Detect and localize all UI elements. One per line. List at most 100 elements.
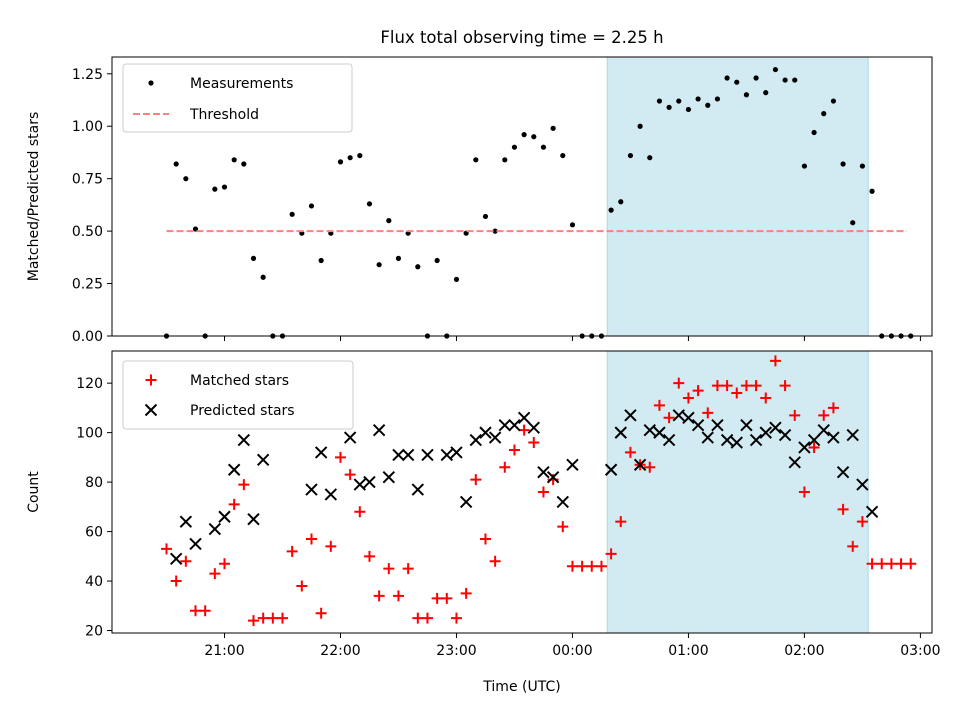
measurements-point (521, 132, 527, 138)
matched-stars-point (431, 592, 443, 604)
predicted-stars-point (827, 431, 840, 444)
predicted-stars-point (546, 470, 560, 484)
measurements-point (560, 152, 566, 159)
measurements-point (318, 257, 324, 264)
measurements-point (724, 75, 730, 81)
measurements-point (569, 222, 576, 228)
predicted-stars-point (469, 433, 483, 447)
measurements-point (415, 264, 421, 270)
bottom-y-ticks: 20 40 60 80 100 120 (76, 376, 112, 640)
matched-stars-point (798, 486, 810, 498)
matched-stars-point (305, 533, 317, 545)
measurements-point (540, 144, 547, 150)
measurements-point (434, 257, 440, 264)
y-tick-label: 0.75 (72, 172, 103, 188)
matched-stars-point (566, 560, 578, 572)
measurements-point (647, 155, 653, 161)
predicted-stars-point (411, 483, 425, 496)
matched-stars-point (750, 380, 762, 392)
matched-stars-point (402, 563, 414, 575)
predicted-stars-point (324, 488, 338, 501)
predicted-stars-point (614, 426, 627, 439)
measurements-point (511, 144, 518, 150)
bottom-legend: Matched stars Predicted stars (122, 360, 354, 430)
measurements-point (183, 176, 189, 182)
x-tick-label: 01:00 (668, 643, 708, 659)
measurements-point (830, 98, 837, 104)
measurements-point (386, 218, 392, 224)
top-y-ticks: 0.00 0.25 0.50 0.75 1.00 1.25 (72, 67, 112, 345)
legend-marker-plus (145, 374, 157, 386)
matched-stars-point (499, 461, 511, 473)
matched-stars-point (412, 612, 424, 624)
measurements-point (656, 98, 663, 104)
measurements-point (347, 155, 353, 161)
x-tick-label: 23:00 (436, 643, 476, 659)
matched-stars-point (354, 506, 366, 518)
predicted-stars-point (643, 423, 656, 437)
matched-stars-point (460, 587, 472, 599)
predicted-stars-point (798, 441, 811, 454)
predicted-stars-point (604, 463, 618, 476)
x-tick-label: 03:00 (900, 643, 940, 659)
measurements-point (685, 106, 692, 113)
y-tick-label: 60 (85, 525, 103, 541)
matched-stars-point (421, 612, 433, 624)
measurements-point (550, 125, 556, 131)
legend-label-matched-stars: Matched stars (190, 373, 289, 389)
legend-symbol-measurements (148, 80, 154, 86)
measurements-point (801, 163, 808, 169)
predicted-stars-point (363, 475, 376, 489)
matched-stars-point (557, 521, 569, 533)
x-tick-label: 02:00 (784, 643, 824, 659)
y-tick-label: 0.50 (72, 224, 103, 240)
predicted-stars-point (314, 446, 328, 459)
matched-stars-point (847, 540, 859, 552)
matched-stars-point (740, 380, 752, 392)
measurements-point (531, 134, 537, 140)
matched-stars-point (296, 580, 308, 592)
matched-stars-point (721, 380, 733, 392)
matched-stars-point (170, 575, 182, 587)
matched-stars-point (286, 545, 298, 557)
predicted-stars-point (759, 426, 772, 439)
measurements-point (743, 92, 750, 98)
matched-stars-point (586, 560, 598, 572)
predicted-stars-point (662, 433, 676, 447)
measurements-point (821, 111, 827, 117)
measurements-point (376, 262, 382, 268)
measurements-point (792, 77, 798, 83)
predicted-stars-point (179, 515, 193, 528)
predicted-stars-point (488, 431, 502, 444)
predicted-stars-point (807, 433, 821, 447)
measurements-point (811, 129, 817, 136)
matched-stars-point (702, 407, 714, 419)
measurements-point (763, 90, 769, 96)
legend-symbol-predicted-stars (144, 403, 158, 417)
predicted-stars-point (624, 409, 637, 422)
bottom-x-ticks: 21:00 22:00 23:00 00:00 01:00 02:00 03:00 (204, 633, 941, 659)
y-tick-label: 1.00 (72, 119, 103, 135)
measurements-point (850, 220, 856, 226)
predicted-stars-point (517, 411, 531, 424)
predicted-stars-point (788, 456, 801, 469)
x-tick-label: 21:00 (204, 643, 244, 659)
matched-stars-point (779, 380, 791, 392)
bottom-y-axis-label: Count (26, 471, 42, 513)
predicted-stars-point (421, 448, 434, 462)
predicted-stars-point (401, 448, 415, 462)
measurements-point (502, 157, 508, 163)
measurements-point (173, 161, 179, 167)
predicted-stars-point (856, 478, 869, 491)
matched-stars-point (363, 550, 375, 562)
matched-stars-point (344, 469, 356, 481)
measurements-point (627, 152, 634, 159)
predicted-stars-point (769, 421, 782, 434)
matched-stars-point (247, 615, 259, 627)
matched-stars-point (682, 392, 694, 404)
x-tick-label: 22:00 (320, 643, 360, 659)
matched-stars-point (808, 441, 820, 453)
matched-stars-point (180, 555, 192, 567)
predicted-stars-point (459, 495, 473, 509)
measurements-point (241, 161, 247, 167)
